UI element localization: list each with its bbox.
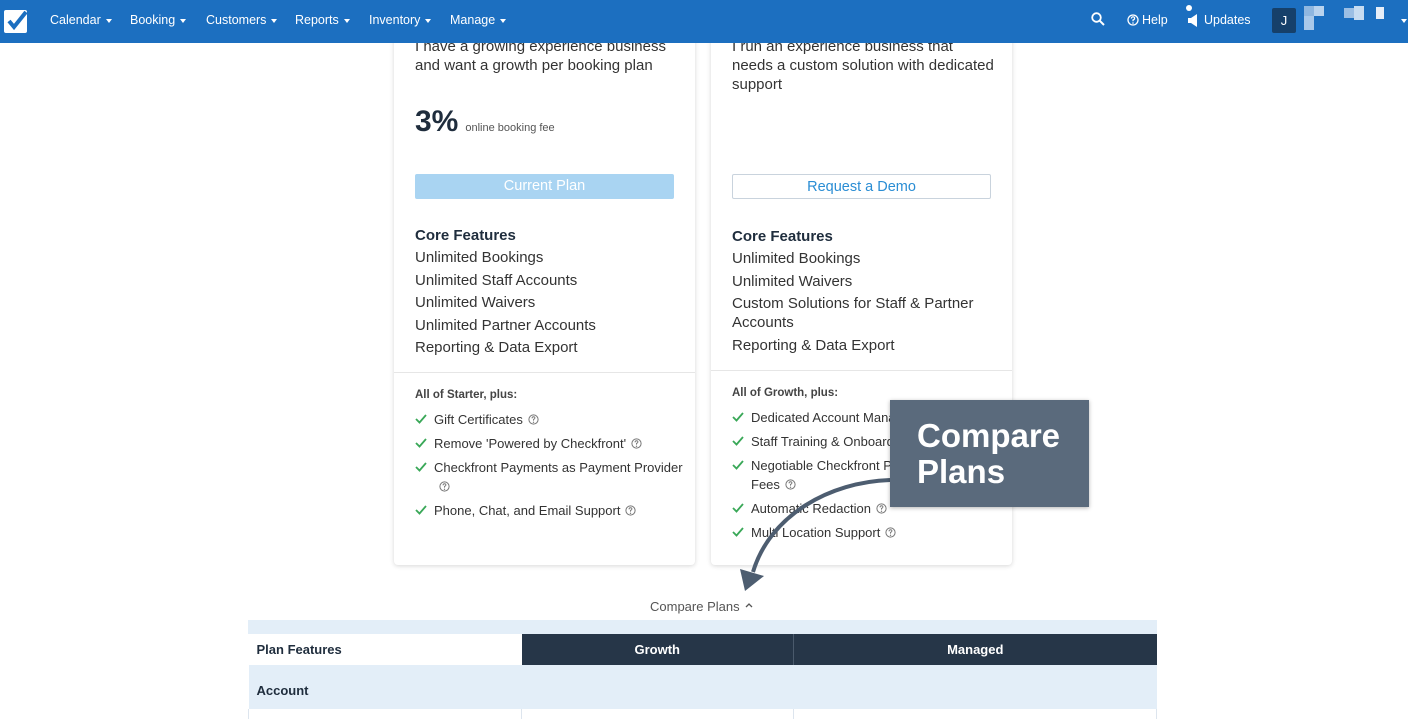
help-icon[interactable] bbox=[785, 479, 796, 490]
search-icon[interactable] bbox=[1091, 12, 1105, 26]
check-icon bbox=[732, 436, 744, 446]
core-item: Unlimited Bookings bbox=[415, 249, 544, 266]
cell bbox=[793, 709, 1157, 719]
core-features: Core Features Unlimited Bookings Unlimited… bbox=[732, 227, 997, 359]
section-row: Account bbox=[248, 665, 1157, 709]
extras-title: All of Growth, plus: bbox=[732, 387, 839, 399]
check-icon bbox=[415, 462, 427, 472]
check-icon bbox=[732, 503, 744, 513]
core-item: Unlimited Staff Accounts bbox=[415, 271, 578, 289]
check-icon bbox=[732, 527, 744, 537]
help-icon[interactable] bbox=[876, 503, 887, 514]
extra-label: Remove 'Powered by Checkfront' bbox=[434, 436, 627, 451]
nav-item[interactable]: Manage bbox=[450, 0, 507, 43]
help-icon bbox=[1127, 14, 1139, 26]
core-item: Unlimited Waivers bbox=[732, 272, 853, 290]
plan-button[interactable]: Request a Demo bbox=[732, 174, 991, 199]
help-icon[interactable] bbox=[631, 438, 642, 449]
core-title: Core Features bbox=[415, 226, 516, 244]
extra-item: Gift Certificates bbox=[415, 410, 687, 429]
updates-icon bbox=[1186, 5, 1197, 27]
nav-item[interactable]: Inventory bbox=[369, 0, 432, 43]
nav-label[interactable]: Inventory bbox=[369, 13, 421, 27]
nav-item[interactable]: Booking bbox=[130, 0, 187, 43]
divider bbox=[711, 370, 1012, 371]
caret bbox=[343, 18, 350, 23]
avatar[interactable]: J bbox=[1272, 8, 1296, 33]
check-icon bbox=[415, 438, 427, 448]
caret bbox=[180, 18, 187, 23]
core-features: Core Features Unlimited Bookings Unlimited… bbox=[415, 226, 680, 361]
nav-label[interactable]: Customers bbox=[206, 13, 267, 27]
plan-description: I run an experience business that needs … bbox=[732, 37, 994, 93]
check-icon bbox=[732, 460, 744, 470]
updates-link[interactable]: Updates bbox=[1204, 13, 1251, 27]
plan-button[interactable]: Current Plan bbox=[415, 174, 674, 199]
compare-table: Plan Features Growth Managed Account bbox=[248, 634, 1157, 719]
caret bbox=[271, 18, 278, 23]
header-cell: Managed bbox=[793, 634, 1157, 665]
price-row: 3% online booking fee bbox=[415, 104, 555, 140]
nav-label[interactable]: Booking bbox=[130, 13, 176, 27]
plan-card: I have a growing experience business and… bbox=[394, 0, 695, 565]
core-item: Reporting & Data Export bbox=[732, 336, 895, 354]
nav-item[interactable]: Reports bbox=[295, 0, 350, 43]
extra-label: Multi Location Support bbox=[751, 525, 881, 540]
extra-item: Multi Location Support bbox=[732, 523, 1004, 542]
body-row bbox=[248, 709, 1157, 719]
core-item: Unlimited Waivers bbox=[415, 294, 536, 311]
core-item: Reporting & Data Export bbox=[415, 339, 578, 356]
caret bbox=[105, 18, 112, 23]
table-band bbox=[248, 620, 1157, 634]
check-icon bbox=[415, 414, 427, 424]
help-icon[interactable] bbox=[625, 505, 637, 516]
extras-title: All of Starter, plus: bbox=[415, 389, 518, 401]
navbar: Help Updates J Calendar Booking Customers R… bbox=[0, 0, 1408, 43]
chevron-up bbox=[745, 603, 753, 608]
help-icon[interactable] bbox=[439, 481, 450, 492]
extra-label: Automatic Redaction bbox=[751, 501, 871, 516]
header-cell: Plan Features bbox=[248, 634, 522, 665]
core-item: Unlimited Bookings bbox=[732, 250, 861, 267]
check-icon bbox=[732, 412, 744, 422]
extra-label: Staff Training & Onboarding bbox=[751, 434, 912, 449]
logo[interactable] bbox=[4, 8, 29, 33]
check-icon bbox=[415, 505, 427, 515]
extras: All of Starter, plus: Gift Certificates Re… bbox=[415, 386, 695, 525]
nav-label[interactable]: Calendar bbox=[50, 13, 101, 27]
compare-toggle-label[interactable]: Compare Plans bbox=[650, 599, 740, 614]
caret bbox=[500, 18, 507, 23]
caret bbox=[425, 18, 432, 23]
cell bbox=[521, 709, 794, 719]
nav-item[interactable]: Calendar bbox=[50, 0, 112, 43]
extra-item: Checkfront Payments as Payment Provider bbox=[415, 458, 687, 496]
compare-toggle[interactable]: Compare Plans bbox=[650, 598, 756, 616]
price-note: online booking fee bbox=[465, 122, 555, 134]
header-cell: Growth bbox=[521, 634, 794, 665]
help-link[interactable]: Help bbox=[1142, 13, 1168, 27]
extra-label: Dedicated Account Manager bbox=[751, 410, 915, 425]
callout: Compare Plans bbox=[890, 400, 1089, 507]
header-row: Plan Features Growth Managed bbox=[248, 634, 1157, 665]
extra-item: Remove 'Powered by Checkfront' bbox=[415, 434, 687, 453]
cell bbox=[248, 709, 522, 719]
core-title: Core Features bbox=[732, 227, 833, 245]
extra-label: Gift Certificates bbox=[434, 412, 523, 427]
nav-item[interactable]: Customers bbox=[206, 0, 278, 43]
nav-label[interactable]: Manage bbox=[450, 13, 496, 27]
help-icon[interactable] bbox=[528, 414, 539, 425]
account-caret[interactable] bbox=[1401, 19, 1407, 23]
account-blur bbox=[1304, 6, 1384, 30]
extra-label: Checkfront Payments as Payment Provider bbox=[434, 460, 683, 475]
nav-label[interactable]: Reports bbox=[295, 13, 339, 27]
divider bbox=[394, 372, 695, 373]
price: 3% bbox=[415, 105, 459, 138]
extra-label: Phone, Chat, and Email Support bbox=[434, 503, 621, 518]
core-item: Unlimited Partner Accounts bbox=[415, 316, 596, 334]
help-icon[interactable] bbox=[885, 527, 896, 538]
section-cell: Account bbox=[256, 683, 309, 698]
extra-item: Phone, Chat, and Email Support bbox=[415, 501, 687, 520]
core-item: Custom Solutions for Staff & Partner Acc… bbox=[732, 295, 974, 331]
